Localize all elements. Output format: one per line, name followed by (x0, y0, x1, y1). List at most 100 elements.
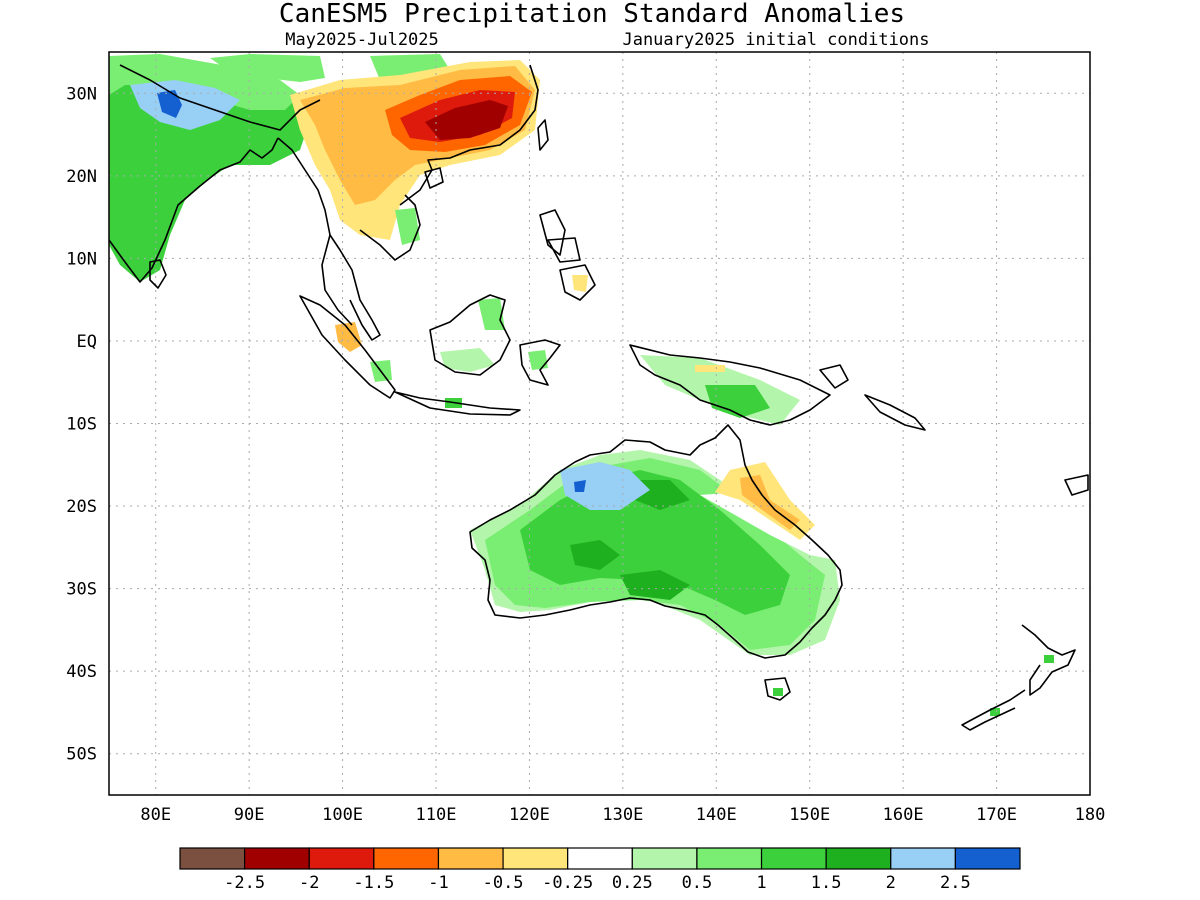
latitude-label: 10S (66, 415, 97, 435)
shading-philippines-yellow (572, 275, 588, 292)
legend-tick-label: 2 (886, 873, 896, 893)
coast-himalaya-border (119, 64, 321, 131)
coast-bay-of-bengal-east (277, 137, 353, 326)
latitude-label: 50S (66, 745, 97, 765)
legend-tick-label: 2.5 (940, 873, 971, 893)
legend-tick-label: -1 (428, 873, 448, 893)
shading-nz-green-2 (990, 708, 1000, 716)
coast-new-guinea (629, 344, 831, 426)
latitude-label: 20S (66, 497, 97, 517)
shading-australia-blue (560, 462, 650, 510)
longitude-label: 120E (509, 805, 550, 825)
legend-swatch (502, 847, 569, 870)
coast-sri-lanka (149, 259, 167, 289)
coast-borneo (429, 294, 511, 376)
coast-new-zealand-south (961, 689, 1026, 731)
legend-tick-label: 0.25 (612, 873, 653, 893)
shading-tibet-green (210, 54, 325, 82)
legend-tick-label: -2.5 (224, 873, 265, 893)
map-title: CanESM5 Precipitation Standard Anomalies (279, 0, 905, 29)
longitude-label: 90E (234, 805, 265, 825)
longitude-label: 130E (602, 805, 643, 825)
map-frame (108, 51, 1091, 796)
latitude-label: 10N (66, 249, 97, 269)
legend-tick-label: -0.5 (483, 873, 524, 893)
latitude-label: 40S (66, 662, 97, 682)
coast-indochina (399, 64, 539, 206)
shading-queensland-white (700, 492, 835, 560)
legend-swatch (308, 847, 375, 870)
legend-tick-label: 0.5 (682, 873, 713, 893)
legend-tick-label: -1.5 (353, 873, 394, 893)
shading-tasmania-green (773, 688, 783, 696)
coast-india (108, 137, 279, 283)
coast-philippines-visayas (547, 237, 581, 263)
coast-java (394, 391, 521, 416)
legend-tick-label: 1 (756, 873, 766, 893)
coast-sumatra (299, 295, 396, 399)
coast-malay-peninsula (329, 234, 381, 341)
legend-swatch (567, 847, 633, 870)
map-subtitle-initial-conditions: January2025 initial conditions (622, 30, 929, 50)
latitude-label: 30S (66, 580, 97, 600)
legend-swatch (179, 847, 246, 870)
legend-swatch (696, 847, 763, 870)
coast-sulawesi (519, 339, 561, 386)
latitude-label: EQ (77, 332, 97, 352)
longitude-label: 140E (696, 805, 737, 825)
longitude-labels: 80E 90E 100E 110E 120E 130E 140E 150E 160E 170E 18… (140, 805, 1105, 825)
shading-australia-dark-green-3 (620, 570, 690, 600)
legend-tick-label: -2 (299, 873, 319, 893)
shading-new-guinea-yellow (695, 365, 725, 372)
coast-taiwan (537, 119, 549, 151)
shading-vietnam-green (395, 208, 420, 245)
shading-india-blue (130, 80, 240, 130)
map-panel (108, 51, 1091, 796)
shading-china-dark-red (425, 100, 508, 140)
color-legend: -2.5 -2 -1.5 -1 -0.5 -0.25 0.25 0.5 1 1.5 2 2.5 (179, 847, 1021, 893)
latitude-labels: 30N 20N 10N EQ 10S 20S 30S 40S 50S (66, 84, 97, 764)
shading-sulawesi-green (528, 350, 548, 370)
legend-tick-label: -0.25 (542, 873, 593, 893)
shading-india-light-green (109, 54, 300, 110)
shading-sumatra-orange (335, 322, 362, 352)
legend-swatch (437, 847, 504, 870)
longitude-label: 100E (322, 805, 363, 825)
coast-philippines-luzon (539, 209, 566, 256)
coastlines (108, 64, 1089, 731)
coast-bismarck (819, 364, 849, 389)
shading-borneo-green (440, 348, 495, 372)
coast-philippines-mindanao (559, 264, 596, 301)
longitude-label: 150E (789, 805, 830, 825)
longitude-label: 180 (1075, 805, 1106, 825)
shading-queensland-orange (740, 475, 800, 530)
legend-swatch (373, 847, 440, 870)
coast-gulf-thailand (359, 194, 421, 261)
longitude-label: 170E (976, 805, 1017, 825)
legend-swatch (760, 847, 827, 870)
map-subtitle-period: May2025-Jul2025 (285, 30, 439, 50)
coast-solomons (864, 394, 926, 431)
shading-australia-dark-green-1 (570, 540, 620, 570)
shading-new-guinea-green (705, 385, 770, 418)
longitude-label: 80E (140, 805, 171, 825)
coast-hainan (424, 167, 444, 189)
longitude-label: 160E (883, 805, 924, 825)
coast-new-zealand-north (1021, 624, 1076, 696)
legend-swatch (954, 847, 1021, 870)
legend-swatch (825, 847, 892, 870)
shading-india-dark-blue (157, 90, 182, 118)
legend-swatch (890, 847, 956, 870)
shading-borneo-green-2 (478, 298, 505, 330)
legend-swatch (244, 847, 310, 870)
shading-nz-green (1044, 655, 1054, 663)
coast-fiji (1064, 474, 1089, 496)
coast-australia (469, 424, 843, 659)
longitude-label: 110E (416, 805, 457, 825)
latitude-label: 30N (66, 84, 97, 104)
legend-tick-label: 1.5 (811, 873, 842, 893)
legend-swatch (631, 847, 698, 870)
latitude-label: 20N (66, 167, 97, 187)
coast-tasmania (764, 677, 791, 701)
